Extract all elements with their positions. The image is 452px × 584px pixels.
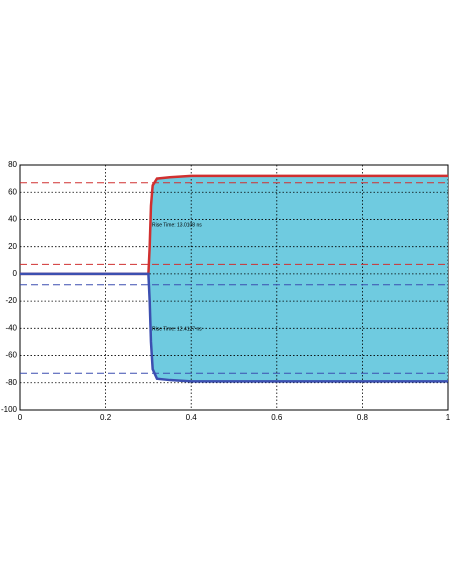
x-tick-label: 0.2 xyxy=(100,413,112,422)
annotation: Rise Time: 12.4127 ns xyxy=(152,326,202,332)
y-tick-label: -80 xyxy=(5,378,17,387)
x-tick-label: 0.8 xyxy=(357,413,369,422)
x-tick-label: 0.6 xyxy=(271,413,283,422)
y-tick-label: 40 xyxy=(8,215,17,224)
y-tick-label: 60 xyxy=(8,187,17,196)
y-tick-label: -20 xyxy=(5,296,17,305)
signal-line xyxy=(20,272,448,383)
y-tick-label: 0 xyxy=(13,269,18,278)
annotation: Rise Time: 13.0108 ns xyxy=(152,222,202,228)
y-tick-label: -40 xyxy=(5,323,17,332)
y-tick-label: 80 xyxy=(8,160,17,169)
signal-fill xyxy=(148,175,448,382)
x-tick-label: 1 xyxy=(446,413,451,422)
x-tick-label: 0 xyxy=(18,413,23,422)
x-tick-label: 0.4 xyxy=(186,413,198,422)
y-tick-label: -100 xyxy=(1,405,18,414)
y-tick-label: 20 xyxy=(8,242,17,251)
y-tick-label: -60 xyxy=(5,351,17,360)
